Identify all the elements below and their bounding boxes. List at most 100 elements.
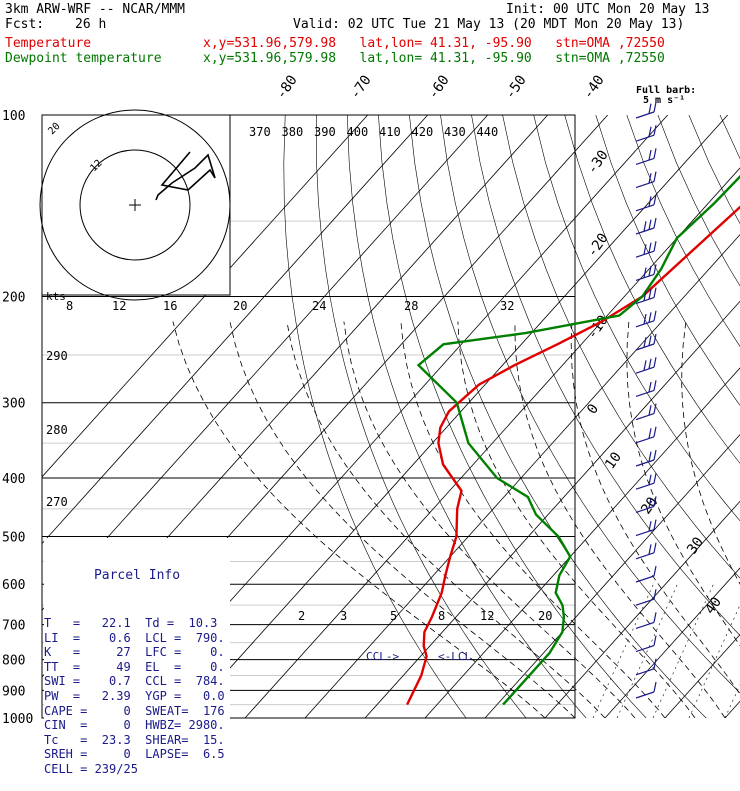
theta-label: 380 [282, 125, 304, 139]
wind-barb-flag [644, 221, 646, 231]
mixing-ratio-label: 2 [298, 609, 305, 623]
wind-barb-flag [654, 450, 656, 460]
dewpoint-profile [419, 115, 740, 705]
dry-adiabat [472, 115, 740, 718]
wind-barb [636, 427, 656, 443]
mixing-ratio-label: 20 [538, 609, 552, 623]
isotherm-label: -50 [502, 72, 530, 102]
wind-barb-flag [649, 452, 651, 462]
wind-barb [636, 682, 656, 698]
wind-barb-shaft [636, 646, 654, 652]
speed-label: 8 [66, 299, 73, 313]
mixing-ratio-label: 3 [340, 609, 347, 623]
parcel-row: T = 22.1 Td = 10.3 [44, 616, 230, 631]
speed-label: 20 [233, 299, 247, 313]
theta-label: 440 [477, 125, 499, 139]
isotherm-label: 0 [584, 401, 602, 417]
parcel-row: Tc = 23.3 SHEAR= 15. [44, 733, 230, 748]
wind-barb-shaft [636, 112, 654, 118]
wind-barb-flag [654, 172, 656, 182]
wind-barb-flag [649, 104, 651, 114]
theta-label: 420 [412, 125, 434, 139]
wind-barb-flag [649, 243, 651, 253]
wind-barb-flag [649, 475, 651, 485]
pressure-label-600: 600 [2, 578, 25, 593]
dry-adiabat [378, 115, 646, 718]
wind-barb-shaft [636, 158, 654, 164]
dry-adiabat [596, 115, 740, 718]
wind-barb [636, 589, 656, 605]
wind-barb [636, 543, 656, 559]
moist-adiabat [515, 322, 725, 719]
pressure-label-200: 200 [2, 291, 25, 306]
isotherm [485, 115, 740, 718]
isotherm-label: 30 [684, 534, 707, 557]
parcel-row: CIN = 0 HWBZ= 2980. [44, 718, 230, 733]
wind-barb-flag [649, 359, 651, 369]
wind-barb-flag [654, 311, 656, 321]
theta-low-label: 280 [46, 423, 68, 437]
isotherm [665, 115, 740, 718]
moist-adiabat [458, 322, 695, 719]
wind-barb-flag [649, 173, 651, 183]
wind-barb-flag [649, 382, 651, 392]
wind-barb-flag [654, 682, 656, 692]
wind-barb-flag [654, 612, 656, 622]
wind-barb-flag [649, 312, 651, 322]
parcel-row: PW = 2.39 YGP = 0.0 [44, 689, 230, 704]
wind-barb [636, 636, 656, 652]
isotherm-label: -20 [584, 230, 612, 260]
wind-barb [636, 566, 656, 582]
wind-barb-flag [644, 314, 646, 324]
wind-barb-flag [649, 127, 651, 137]
wind-barb [636, 612, 656, 628]
wind-barb-flag [654, 357, 656, 367]
wind-barb-shaft [636, 205, 654, 211]
mixing-ratio-line [725, 584, 740, 718]
wind-barb-flag [654, 636, 656, 646]
wind-barb-shaft [636, 437, 654, 443]
wind-barb-flag [654, 589, 656, 599]
isotherm [245, 115, 740, 718]
wind-barb-flag [649, 150, 651, 160]
speed-label: 28 [404, 299, 418, 313]
parcel-row: SREH = 0 LAPSE= 6.5 [44, 747, 230, 762]
wind-barb-flag [644, 360, 646, 370]
wind-barb-shaft [636, 599, 654, 605]
theta-label: 410 [379, 125, 401, 139]
wind-barb-flag [654, 218, 656, 228]
wind-barb-flag [654, 241, 656, 251]
wind-barb [636, 520, 656, 536]
speed-label: 16 [163, 299, 177, 313]
isotherm [425, 115, 740, 718]
wind-barb-flag [649, 544, 651, 554]
pressure-label-400: 400 [2, 472, 25, 487]
speed-label: 32 [500, 299, 514, 313]
wind-barb-flag [654, 288, 656, 298]
speed-label: 24 [312, 299, 326, 313]
wind-barb-shaft [636, 483, 654, 489]
wind-barb-flag [654, 427, 656, 437]
theta-label: 370 [249, 125, 271, 139]
pressure-label-900: 900 [2, 684, 25, 699]
wind-barb-shaft [636, 460, 654, 466]
wind-barb-flag [649, 220, 651, 230]
pressure-label-800: 800 [2, 654, 25, 669]
wind-barb [636, 102, 656, 118]
isotherm [605, 115, 740, 718]
wind-barb-shaft [636, 414, 654, 420]
wind-barb-shaft [636, 182, 654, 188]
wind-barb [636, 334, 656, 350]
wind-barb-flag [654, 543, 656, 553]
theta-label: 390 [314, 125, 336, 139]
hodograph-units: kts [46, 290, 66, 303]
mixing-ratio-label: 5 [390, 609, 397, 623]
parcel-row: SWI = 0.7 CCL = 784. [44, 674, 230, 689]
isotherm-label: -60 [425, 72, 453, 102]
wind-barb-flag [649, 336, 651, 346]
isotherm-label: -40 [580, 72, 608, 102]
parcel-row: LI = 0.6 LCL = 790. [44, 631, 230, 646]
pressure-label-500: 500 [2, 530, 25, 545]
theta-low-label: 270 [46, 495, 68, 509]
